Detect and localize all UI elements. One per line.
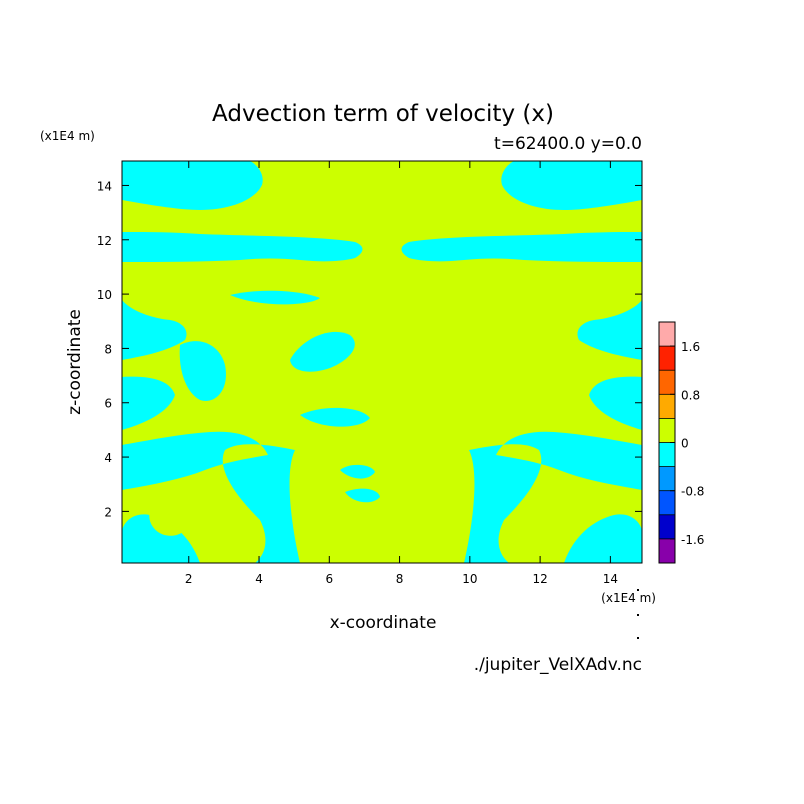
x-tick-label: 6: [325, 572, 333, 586]
chart-title: Advection term of velocity (x): [212, 101, 554, 127]
colorbar-swatch: [659, 418, 675, 443]
y-tick-label: 8: [104, 342, 112, 356]
colorbar-swatch: [659, 490, 675, 515]
x-tick-label: 8: [396, 572, 404, 586]
x-unit-label: (x1E4 m): [601, 591, 656, 605]
colorbar: 1.6 0.8 0 -0.8 -1.6: [658, 321, 704, 564]
contour-fill-group: [122, 161, 642, 563]
y-tick-label: 12: [97, 234, 112, 248]
x-axis: 2 4 6 8 10 12 14: [185, 161, 618, 586]
colorbar-swatch: [659, 322, 675, 347]
colorbar-tick-label: 0: [681, 437, 689, 451]
x-tick-label: 12: [532, 572, 547, 586]
x-tick-label: 14: [603, 572, 618, 586]
plot-frame: [121, 160, 643, 564]
colorbar-tick-label: 1.6: [681, 340, 700, 354]
negative-contour-island: [300, 407, 370, 427]
x-tick-label: 4: [255, 572, 263, 586]
marker-dot: [637, 637, 639, 639]
colorbar-swatch: [659, 538, 675, 563]
marker-dot: [637, 589, 639, 591]
chart-subtitle: t=62400.0 y=0.0: [494, 134, 642, 154]
x-tick-label: 2: [185, 572, 193, 586]
y-tick-label: 10: [97, 288, 112, 302]
negative-contour-island: [179, 341, 226, 401]
colorbar-swatch: [659, 370, 675, 395]
colorbar-tick-label: -0.8: [681, 485, 704, 499]
positive-contour-island: [149, 504, 190, 536]
colorbar-tick-label: 0.8: [681, 388, 700, 402]
y-axis: 2 4 6 8 10 12 14: [97, 179, 642, 519]
colorbar-swatch: [659, 466, 675, 491]
y-axis-title: z-coordinate: [65, 309, 85, 415]
marker-dot: [637, 614, 639, 616]
colorbar-tick-label: -1.6: [681, 533, 704, 547]
colorbar-swatch: [659, 394, 675, 419]
y-tick-label: 2: [104, 505, 112, 519]
negative-contour-island: [290, 331, 355, 372]
y-unit-label: (x1E4 m): [40, 129, 95, 143]
positive-contour-region: [122, 161, 382, 563]
colorbar-swatch: [659, 442, 675, 467]
negative-contour-island: [340, 464, 375, 479]
y-tick-label: 14: [97, 179, 112, 193]
source-label: ./jupiter_VelXAdv.nc: [474, 655, 642, 675]
negative-contour-island: [345, 488, 380, 503]
colorbar-swatch: [659, 514, 675, 539]
y-tick-label: 6: [104, 397, 112, 411]
negative-contour-island: [230, 290, 320, 305]
x-axis-title: x-coordinate: [330, 613, 437, 633]
y-tick-label: 4: [104, 451, 112, 465]
plot-area: [121, 160, 643, 564]
x-tick-label: 10: [462, 572, 477, 586]
colorbar-swatch: [659, 346, 675, 371]
